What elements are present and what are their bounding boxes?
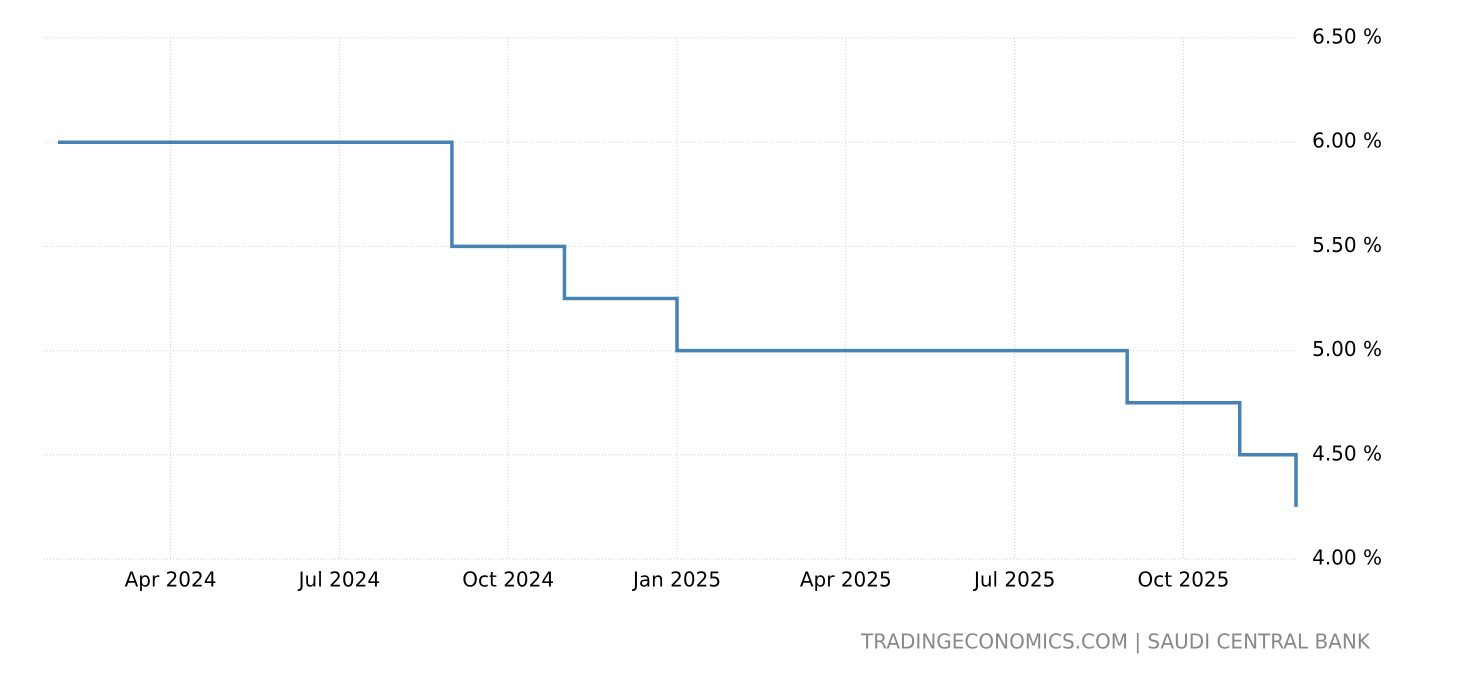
- line: [58, 140, 1298, 507]
- x-tick-label: Jul 2025: [972, 568, 1055, 592]
- x-tick-label: Jan 2025: [631, 568, 721, 592]
- y-tick-label: 6.50 %: [1312, 25, 1382, 49]
- source: TRADINGECONOMICS.COM | SAUDI CENTRAL BAN…: [860, 630, 1371, 654]
- x-tick-label: Oct 2024: [462, 568, 554, 592]
- y-tick-label: 4.50 %: [1312, 441, 1382, 465]
- x-tick-label: Apr 2024: [125, 568, 217, 592]
- x-tick-label: Jul 2024: [297, 568, 380, 592]
- x-tick-label: Apr 2025: [800, 568, 892, 592]
- y-tick-label: 6.00 %: [1312, 129, 1382, 153]
- y-tick-label: 5.00 %: [1312, 337, 1382, 361]
- y-tick-label: 5.50 %: [1312, 233, 1382, 257]
- y-tick-label: 4.00 %: [1312, 546, 1382, 570]
- x-tick-label: Oct 2025: [1138, 568, 1230, 592]
